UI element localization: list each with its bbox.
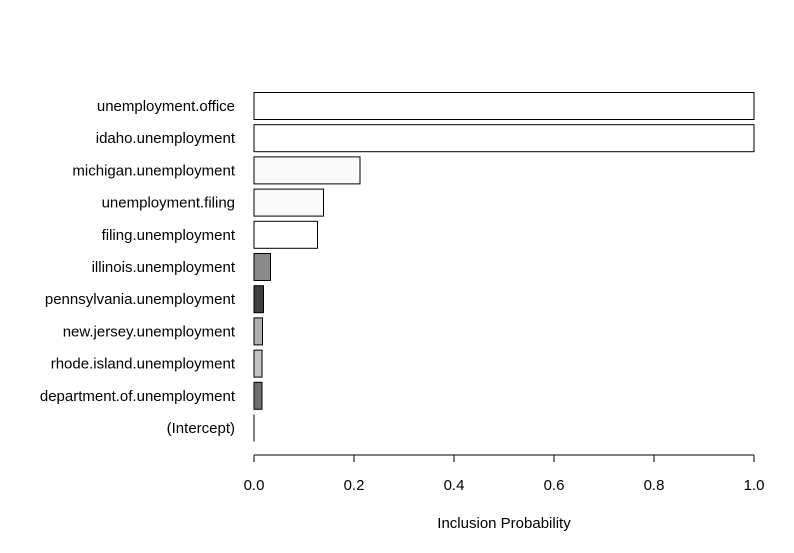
bar-unemployment-filing <box>253 188 324 217</box>
bar-new-jersey-unemployment <box>253 317 263 346</box>
x-tick-label: 1.0 <box>744 477 765 494</box>
bar-idaho-unemployment <box>253 124 755 153</box>
x-tick-label: 0.4 <box>444 477 465 494</box>
category-label: department.of.unemployment <box>40 388 236 405</box>
category-labels-group: unemployment.office idaho.unemployment mic… <box>40 98 236 437</box>
category-label: pennsylvania.unemployment <box>45 291 236 308</box>
x-tick-label: 0.2 <box>344 477 365 494</box>
category-label: michigan.unemployment <box>72 162 235 179</box>
bar-rhode-island-unemployment <box>253 349 263 378</box>
bars-group <box>253 92 755 442</box>
x-tick-label: 0.0 <box>244 477 265 494</box>
bar-michigan-unemployment <box>253 156 361 185</box>
x-axis: 0.0 0.2 0.4 0.6 0.8 1.0 <box>244 454 765 494</box>
category-label: unemployment.filing <box>102 195 235 212</box>
category-label: (Intercept) <box>167 420 235 437</box>
bar-pennsylvania-unemployment <box>253 285 264 314</box>
bar-unemployment-office <box>253 92 755 120</box>
bar-filing-unemployment <box>253 220 318 249</box>
category-label: rhode.island.unemployment <box>51 356 236 373</box>
x-tick-label: 0.8 <box>644 477 665 494</box>
category-label: filing.unemployment <box>102 227 236 244</box>
category-label: idaho.unemployment <box>96 130 236 147</box>
category-label: new.jersey.unemployment <box>63 323 236 340</box>
x-tick-label: 0.6 <box>544 477 565 494</box>
x-axis-label: Inclusion Probability <box>437 515 571 532</box>
bar-illinois-unemployment <box>253 253 271 281</box>
category-label: unemployment.office <box>97 98 235 115</box>
bar-department-of-unemployment <box>253 381 263 410</box>
category-label: illinois.unemployment <box>92 259 236 276</box>
